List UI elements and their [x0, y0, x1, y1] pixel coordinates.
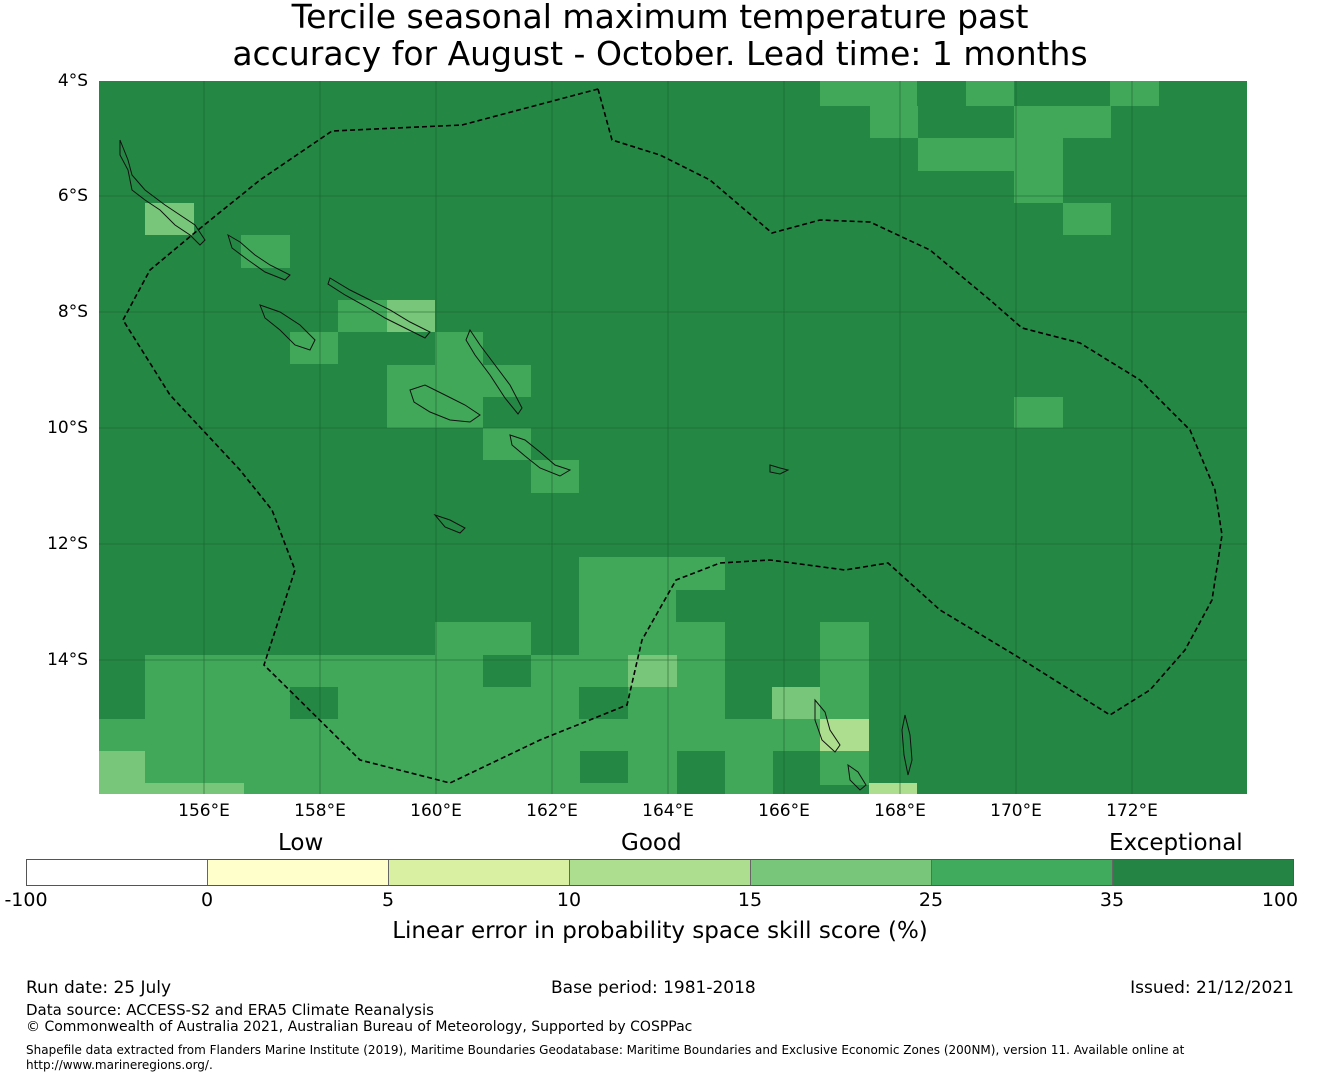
colorbar-segment	[208, 860, 389, 885]
category-low: Low	[278, 830, 324, 856]
lon-label: 162°E	[526, 801, 578, 821]
skill-cell	[579, 590, 676, 622]
skill-cell	[677, 655, 725, 719]
graticule	[99, 81, 1247, 794]
colorbar-tick: 35	[1099, 889, 1125, 911]
colorbar-segment	[389, 860, 570, 885]
lon-label: 164°E	[642, 801, 694, 821]
skill-cell	[870, 106, 918, 138]
skill-cell	[435, 622, 531, 655]
colorbar-tick: 0	[200, 889, 214, 911]
skill-cell	[435, 332, 483, 365]
lon-label: 160°E	[410, 801, 462, 821]
colorbar-tick: 5	[381, 889, 395, 911]
skill-cell	[338, 300, 387, 332]
chart-title-line-2: accuracy for August - October. Lead time…	[232, 34, 1088, 73]
lat-label: 10°S	[47, 418, 88, 438]
skill-cell	[387, 365, 483, 428]
shapefile-credit: Shapefile data extracted from Flanders M…	[26, 1043, 1185, 1057]
skill-cell	[820, 81, 917, 106]
skill-cell	[290, 332, 338, 364]
skill-cell	[628, 783, 677, 794]
skill-cell	[679, 719, 820, 751]
skill-cell	[483, 687, 579, 719]
lat-label: 4°S	[57, 71, 88, 91]
lon-label: 168°E	[874, 801, 926, 821]
colorbar-tick: 10	[556, 889, 582, 911]
skill-cell	[820, 719, 869, 751]
copyright: © Commonwealth of Australia 2021, Austra…	[26, 1019, 693, 1035]
eez-boundary	[122, 88, 1223, 784]
colorbar-tick: 25	[918, 889, 944, 911]
skill-cell	[725, 751, 773, 794]
skill-cell	[628, 751, 677, 783]
colorbar-segment	[570, 860, 751, 885]
lat-label: 6°S	[57, 186, 88, 206]
skill-cell	[966, 81, 1014, 106]
map	[99, 81, 1247, 794]
colorbar-tick: 15	[737, 889, 763, 911]
coastline-santa-isabel	[327, 277, 431, 339]
skill-cell	[1110, 81, 1159, 106]
coastline-new-georgia	[259, 304, 316, 351]
lon-label: 166°E	[758, 801, 810, 821]
skill-cell	[772, 687, 820, 719]
skill-cell	[145, 687, 290, 719]
coastlines	[119, 139, 913, 791]
lat-label: 12°S	[47, 534, 88, 554]
coastline-malakula	[847, 763, 867, 791]
skill-cell	[1014, 138, 1063, 203]
skill-cell	[387, 300, 435, 332]
skill-cell	[99, 719, 679, 751]
lon-label: 172°E	[1106, 801, 1158, 821]
skill-cell	[579, 622, 725, 655]
shapefile-url: http://www.marineregions.org/.	[26, 1058, 213, 1072]
category-exceptional: Exceptional	[1109, 830, 1243, 856]
run-date: Run date: 25 July	[26, 978, 172, 998]
base-period: Base period: 1981-2018	[551, 978, 756, 998]
skill-cell	[820, 622, 869, 720]
skill-cell	[241, 235, 290, 268]
skill-cell	[145, 751, 580, 783]
coastline-rennell	[433, 513, 466, 534]
lat-label: 8°S	[57, 302, 88, 322]
chart-title-line-1: Tercile seasonal maximum temperature pas…	[291, 0, 1029, 36]
skill-cell	[628, 687, 677, 719]
coastline-guadalcanal	[409, 384, 481, 423]
skill-cell	[99, 751, 145, 783]
colorbar	[26, 859, 1294, 886]
colorbar-segment	[751, 860, 932, 885]
skill-cell	[820, 751, 869, 785]
lat-label: 14°S	[47, 650, 88, 670]
colorbar-tick: 100	[1261, 889, 1299, 911]
coastline-makira	[509, 434, 572, 477]
skill-cell	[338, 687, 483, 719]
coastline-espiritu-santo	[814, 698, 841, 753]
skill-cell	[1014, 397, 1063, 428]
colorbar-tick: -100	[4, 889, 48, 911]
colorbar-segment	[1113, 860, 1293, 885]
issued-date: Issued: 21/12/2021	[1130, 978, 1294, 998]
lon-label: 170°E	[990, 801, 1042, 821]
coastline-malaita	[465, 328, 523, 415]
skill-cell	[1063, 203, 1111, 235]
coastline-bougainville	[119, 139, 206, 246]
skill-cell	[869, 783, 917, 794]
skill-cell	[579, 557, 725, 590]
skill-cell	[918, 138, 1014, 171]
data-source: Data source: ACCESS-S2 and ERA5 Climate …	[26, 1001, 434, 1019]
lon-label: 158°E	[294, 801, 346, 821]
lon-label: 156°E	[178, 801, 230, 821]
colorbar-segment	[932, 860, 1113, 885]
colorbar-segment	[27, 860, 208, 885]
category-good: Good	[621, 830, 682, 856]
colorbar-label: Linear error in probability space skill …	[392, 918, 928, 944]
skill-cell	[99, 783, 244, 794]
coastline-pentecost	[901, 714, 913, 776]
coastline-santa-cruz	[769, 464, 790, 475]
coastline-choiseul	[227, 233, 291, 281]
skill-cell	[1014, 106, 1111, 138]
